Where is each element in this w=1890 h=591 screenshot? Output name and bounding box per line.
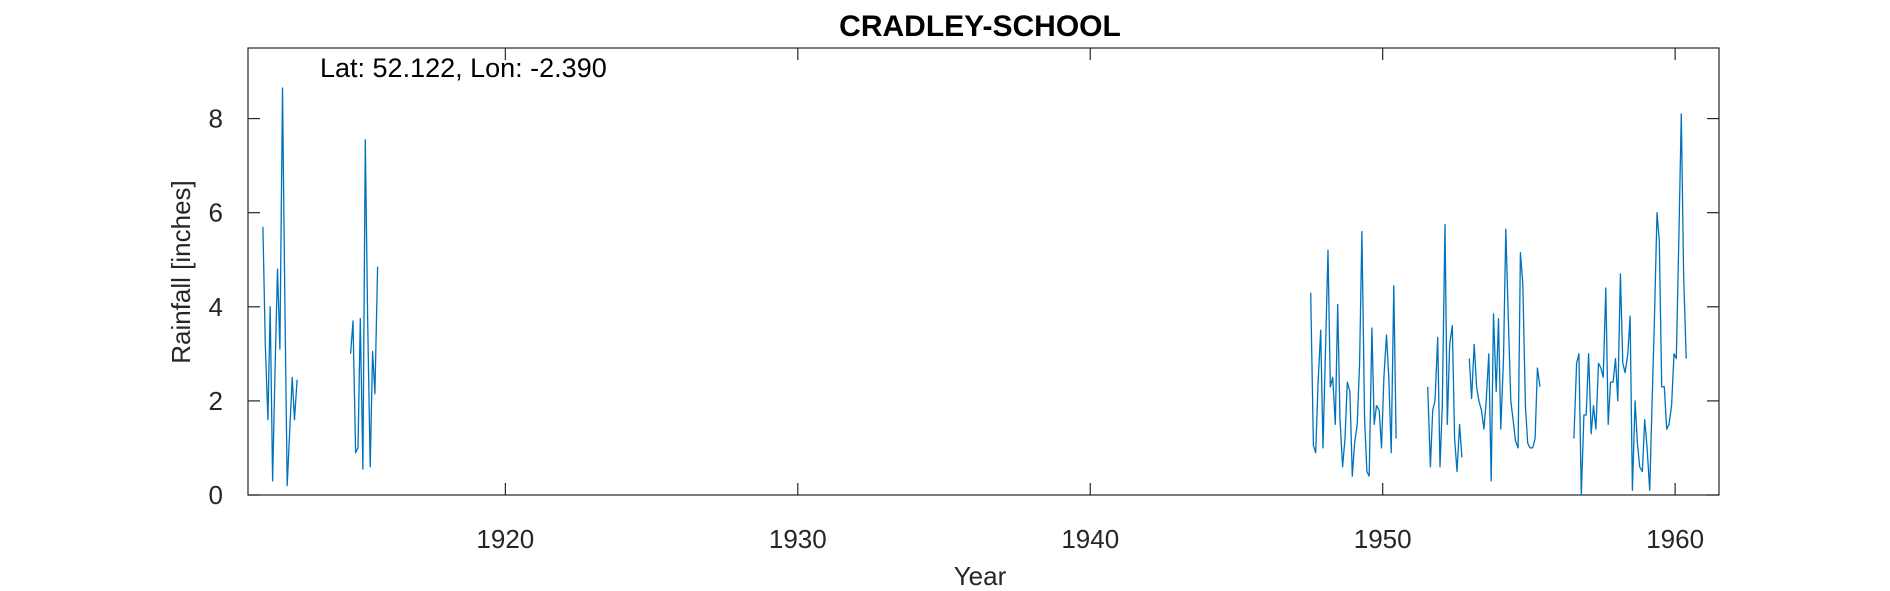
axis-ticks — [248, 48, 1719, 496]
y-axis-label: Rainfall [inches] — [166, 180, 196, 364]
rainfall-series-line — [1468, 228, 1541, 482]
y-tick-label: 6 — [209, 198, 223, 228]
rainfall-series-line — [1427, 223, 1463, 473]
axis-tick-labels: 1920 1930 1940 1950 1960 0 2 4 6 8 — [209, 104, 1705, 554]
x-axis-label: Year — [954, 561, 1007, 591]
y-tick-label: 8 — [209, 104, 223, 134]
chart-title: CRADLEY-SCHOOL — [839, 10, 1121, 43]
x-tick-label: 1960 — [1646, 524, 1704, 554]
plot-area — [247, 47, 1720, 496]
rainfall-series-line — [1573, 113, 1687, 496]
rainfall-series-line — [1310, 230, 1397, 477]
station-coordinates: Lat: 52.122, Lon: -2.390 — [320, 53, 607, 83]
y-tick-label: 2 — [209, 386, 223, 416]
series-layer — [262, 87, 1687, 496]
y-tick-label: 4 — [209, 292, 223, 322]
rainfall-series-line — [349, 139, 379, 470]
y-tick-label: 0 — [209, 480, 223, 510]
x-tick-label: 1930 — [769, 524, 827, 554]
x-tick-label: 1920 — [476, 524, 534, 554]
rainfall-series-line — [262, 87, 298, 487]
x-tick-label: 1940 — [1061, 524, 1119, 554]
x-tick-label: 1950 — [1354, 524, 1412, 554]
